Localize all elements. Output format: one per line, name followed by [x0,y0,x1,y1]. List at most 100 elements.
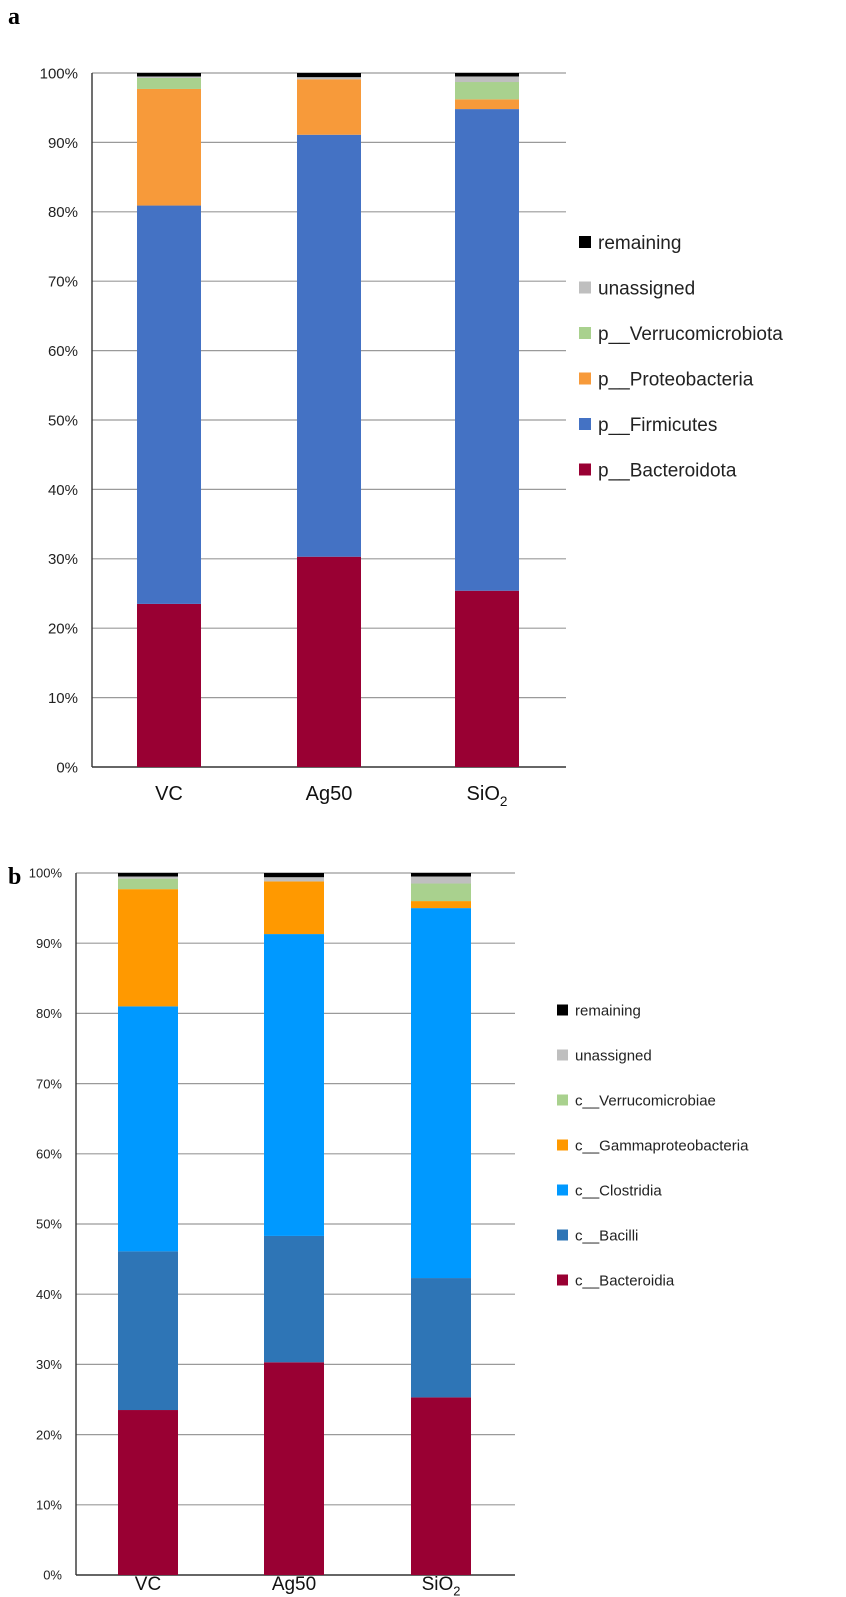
legend-swatch-p-firmicutes [579,418,591,430]
legend-swatch-p-proteobacteria [579,372,591,385]
bars [137,73,519,767]
y-tick-label: 70% [48,274,78,291]
y-tick-label: 80% [36,1006,62,1021]
y-tick-label: 10% [36,1497,62,1512]
legend-label-p-proteobacteria: p__Proteobacteria [598,369,754,390]
bar-segment-c-bacilli-sio2 [411,1278,471,1398]
legend-label-c-bacilli: c__Bacilli [575,1227,638,1244]
bar-segment-c-gammaproteobacteria-sio2 [411,901,471,909]
x-tick-label: SiO2 [467,783,508,809]
legend-swatch-unassigned [579,281,591,294]
bar-segment-p-firmicutes-vc [137,205,201,604]
bar-segment-remaining-vc [118,873,178,877]
x-tick-label: VC [155,783,183,805]
panel-label: b [8,864,22,890]
bar-segment-c-gammaproteobacteria-vc [118,889,178,1007]
bar-segment-c-verrucomicrobiae-vc [118,878,178,890]
bar-segment-c-bacteroidia-ag50 [264,1362,324,1575]
legend-swatch-p-bacteroidota [579,463,591,476]
chart-panel-a: a 0% 10% 20% 30% 40% 50% 60% 70% 80% 90% 100% VC Ag5… [8,4,784,809]
bar-segment-unassigned-vc [137,76,201,78]
legend-label-c-bacteroidia: c__Bacteroidia [575,1272,675,1289]
legend-label-c-gammaproteobacteria: c__Gammaproteobacteria [575,1137,749,1154]
y-tick-label: 90% [48,135,78,152]
bar-segment-unassigned-sio2 [411,876,471,884]
bar-segment-c-bacteroidia-vc [118,1410,178,1575]
legend: remaining unassigned c__Verrucomicrobiae c_… [557,1002,749,1289]
legend-swatch-c-clostridia [557,1184,568,1196]
bar-segment-c-clostridia-vc [118,1006,178,1252]
y-tick-label: 50% [48,412,78,429]
y-tick-label: 20% [48,621,78,638]
y-tick-label: 20% [36,1427,62,1442]
legend-label-p-verrucomicrobiota: p__Verrucomicrobiota [598,324,783,345]
y-tick-label: 90% [36,936,62,951]
y-tick-label: 60% [48,343,78,360]
y-tick-label: 30% [36,1357,62,1372]
legend-swatch-remaining [579,236,591,248]
x-tick-label: SiO2 [422,1574,461,1597]
legend-label-remaining: remaining [575,1002,641,1019]
bar-segment-unassigned-sio2 [455,76,519,83]
legend-swatch-c-verrucomicrobiae [557,1094,568,1106]
legend: remaining unassigned p__Verrucomicrobiotap… [579,233,783,481]
bar-segment-unassigned-vc [118,876,178,879]
bar-segment-c-gammaproteobacteria-ag50 [264,881,324,935]
legend-label-c-clostridia: c__Clostridia [575,1182,662,1199]
y-tick-label: 0% [43,1568,62,1583]
bar-segment-p-firmicutes-ag50 [297,134,361,557]
legend-swatch-remaining [557,1004,568,1016]
legend-label-remaining: remaining [598,233,681,254]
y-tick-label: 60% [36,1146,62,1161]
bar-segment-p-proteobacteria-vc [137,88,201,206]
bar-segment-remaining-vc [137,73,201,77]
legend-label-unassigned: unassigned [575,1047,652,1064]
bar-segment-c-bacilli-vc [118,1251,178,1411]
x-tick-label: Ag50 [272,1574,316,1595]
legend-swatch-c-gammaproteobacteria [557,1139,568,1151]
bar-segment-p-proteobacteria-sio2 [455,99,519,110]
bar-segment-p-proteobacteria-ag50 [297,79,361,135]
y-tick-label: 80% [48,204,78,221]
bar-segment-p-verrucomicrobiota-sio2 [455,82,519,100]
legend-label-p-firmicutes: p__Firmicutes [598,415,717,436]
legend-swatch-p-verrucomicrobiota [579,327,591,339]
y-tick-label: 10% [48,690,78,707]
y-tick-label: 40% [48,482,78,499]
bar-segment-p-bacteroidota-ag50 [297,556,361,767]
y-tick-label: 50% [36,1217,62,1232]
bar-segment-remaining-sio2 [411,873,471,877]
y-tick-label: 40% [36,1287,62,1302]
bar-segment-p-bacteroidota-vc [137,603,201,767]
bar-segment-c-bacteroidia-sio2 [411,1397,471,1575]
bar-segment-c-verrucomicrobiae-sio2 [411,883,471,902]
bar-segment-c-clostridia-ag50 [264,934,324,1236]
x-tick-label: VC [135,1574,161,1595]
legend-label-c-verrucomicrobiae: c__Verrucomicrobiae [575,1092,716,1109]
y-tick-label: 30% [48,551,78,568]
bar-segment-p-firmicutes-sio2 [455,109,519,591]
bars [118,873,471,1575]
x-tick-label: Ag50 [306,783,353,805]
legend-swatch-c-bacilli [557,1229,568,1241]
y-tick-label: 70% [36,1076,62,1091]
y-tick-label: 0% [56,759,78,776]
legend-label-p-bacteroidota: p__Bacteroidota [598,460,737,481]
bar-segment-p-bacteroidota-sio2 [455,590,519,767]
chart-panel-b: b 0% 10% 20% 30% 40% 50% 60% 70% 80% 90% 100% VC Ag5… [0,830,846,1597]
bar-segment-c-clostridia-sio2 [411,908,471,1279]
bar-segment-unassigned-ag50 [297,77,361,80]
legend-swatch-unassigned [557,1049,568,1061]
y-tick-label: 100% [29,866,63,881]
chart-a-svg: 0% 10% 20% 30% 40% 50% 60% 70% 80% 90% 100% VC Ag50 S… [40,65,784,809]
y-tick-label: 100% [40,65,78,82]
legend-swatch-c-bacteroidia [557,1274,568,1286]
bar-segment-c-bacilli-ag50 [264,1235,324,1363]
legend-label-unassigned: unassigned [598,278,695,299]
bar-segment-remaining-ag50 [264,873,324,878]
bar-segment-remaining-sio2 [455,73,519,77]
chart-b-svg: 0% 10% 20% 30% 40% 50% 60% 70% 80% 90% 100% VC Ag50 S… [29,866,749,1597]
bar-segment-remaining-ag50 [297,73,361,78]
panel-label: a [8,4,20,30]
bar-segment-unassigned-ag50 [264,877,324,882]
